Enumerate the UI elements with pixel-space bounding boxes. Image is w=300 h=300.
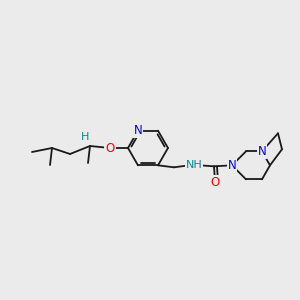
Text: O: O: [210, 176, 220, 189]
Text: N: N: [228, 159, 236, 172]
Text: H: H: [81, 132, 89, 142]
Text: O: O: [105, 142, 115, 154]
Text: N: N: [134, 124, 142, 137]
Text: NH: NH: [186, 160, 202, 170]
Text: N: N: [258, 145, 266, 158]
